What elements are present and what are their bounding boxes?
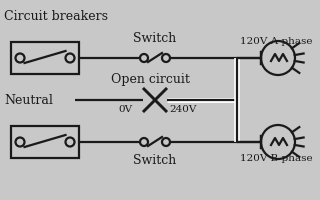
Text: 120V A phase: 120V A phase [240,37,313,46]
Text: Switch: Switch [133,32,177,45]
Bar [11,42,79,74]
Bar [11,126,79,158]
Text: Neutral: Neutral [4,94,53,106]
Bar [260,136,262,148]
Text: 0V: 0V [118,105,132,114]
Text: 240V: 240V [169,105,197,114]
Text: Switch: Switch [133,154,177,167]
Bar [260,52,262,64]
Text: 120V B phase: 120V B phase [240,154,313,163]
Text: Circuit breakers: Circuit breakers [4,10,108,23]
Text: Open circuit: Open circuit [111,73,189,86]
